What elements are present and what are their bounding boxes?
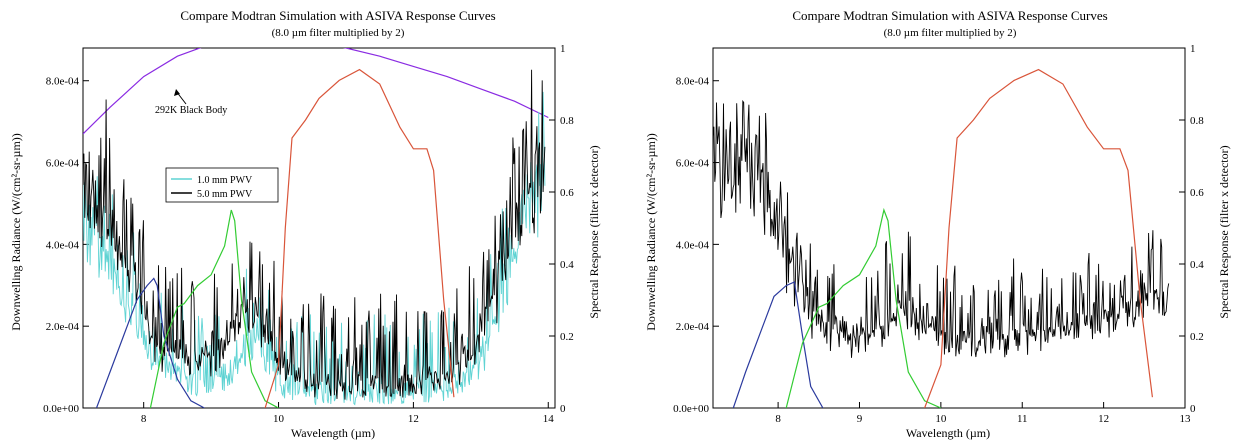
series-line-response-curve-3 [924,68,1153,408]
legend: 1.0 mm PWV 5.0 mm PWV [165,167,279,203]
y-tick-label: 4.0e-04 [46,239,80,251]
series-line-response-curve-0 [713,99,1170,358]
y-tick-label: 6.0e-04 [46,158,80,170]
y-tick-label: 8.0e-04 [676,76,710,88]
y-tick-label: 2.0e-04 [676,321,710,333]
x-axis-label: Wavelength (µm) [291,426,375,440]
x-tick-label: 12 [1098,413,1109,425]
y2-tick-label: 1 [560,43,566,55]
y2-tick-label: 0.4 [560,259,574,271]
y-tick-label: 0.0e+00 [43,403,79,415]
series-line-response-curve-2 [785,207,942,408]
y2-tick-label: 0.8 [1190,115,1204,127]
x-tick-label: 8 [775,413,781,425]
series-line-5-0-mm-pwv [83,69,546,400]
x-tick-label: 8 [141,413,147,425]
y2-axis-label: Spectral Response (filter x detector) [1217,145,1231,318]
y2-tick-label: 0 [1190,403,1196,415]
x-tick-label: 12 [408,413,419,425]
y2-tick-label: 0 [560,403,566,415]
x-tick-label: 10 [935,413,947,425]
y-axis-label: Downwelling Radiance (W/(cm²-sr-µm)) [9,133,23,331]
series-line-response-curve-3 [95,277,205,408]
series-group [713,68,1170,408]
y2-tick-label: 1 [1190,43,1196,55]
x-tick-label: 11 [1017,413,1028,425]
x-tick-label: 13 [1180,413,1192,425]
y-tick-label: 8.0e-04 [46,76,80,88]
series-line-response-curve-4 [149,209,279,408]
y2-tick-label: 0.2 [560,331,574,343]
blackbody-annotation: 292K Black Body [155,105,227,116]
series-line-response-curve-5 [264,68,455,408]
y2-tick-label: 0.6 [560,187,574,199]
legend-label-5mm: 5.0 mm PWV [197,189,253,200]
y2-tick-label: 0.2 [1190,331,1204,343]
chart-subtitle: (8.0 µm filter multiplied by 2) [884,27,1017,39]
chart-left: Compare Modtran Simulation with ASIVA Re… [9,8,601,440]
y-axis-label: Downwelling Radiance (W/(cm²-sr-µm)) [644,133,658,331]
x-tick-label: 9 [857,413,863,425]
x-tick-label: 14 [543,413,555,425]
series-line-292k-black-body [83,48,549,135]
y2-tick-label: 0.8 [560,115,574,127]
annotation-arrowhead [174,89,180,96]
y2-tick-label: 0.4 [1190,259,1204,271]
y2-axis-label: Spectral Response (filter x detector) [587,145,601,318]
y2-tick-label: 0.6 [1190,187,1204,199]
chart-title: Compare Modtran Simulation with ASIVA Re… [180,8,495,23]
chart-subtitle: (8.0 µm filter multiplied by 2) [272,27,405,39]
plot-frame [82,47,556,409]
x-tick-label: 10 [273,413,285,425]
x-axis-label: Wavelength (µm) [906,426,990,440]
plot-frame [712,47,1186,409]
series-line-response-curve-1 [732,281,824,408]
y-tick-label: 4.0e-04 [676,239,710,251]
series-group [83,48,549,408]
y-tick-label: 6.0e-04 [676,158,710,170]
y-tick-label: 0.0e+00 [673,403,709,415]
y-tick-label: 2.0e-04 [46,321,80,333]
legend-label-1mm: 1.0 mm PWV [197,175,253,186]
chart-title: Compare Modtran Simulation with ASIVA Re… [792,8,1107,23]
chart-right: Compare Modtran Simulation with ASIVA Re… [644,8,1231,440]
legend-box [165,167,279,203]
